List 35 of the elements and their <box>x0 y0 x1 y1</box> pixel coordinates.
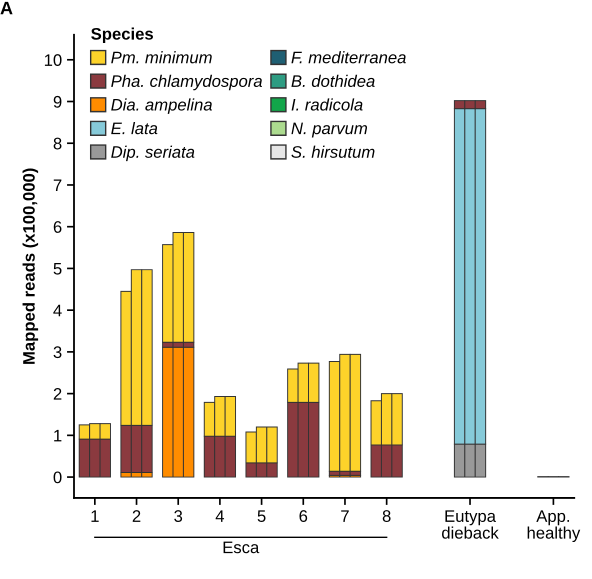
legend-title: Species <box>91 28 153 44</box>
legend-label: Pha. chlamydospora <box>111 74 262 90</box>
y-tick-label: 4 <box>53 304 62 316</box>
legend-label: B. dothidea <box>291 74 375 88</box>
y-tick-label: 1 <box>54 430 62 442</box>
y-tick-label: 5 <box>54 263 62 275</box>
legend-label: I. radicola <box>292 98 363 111</box>
y-axis-title: Mapped reads (x100,000) <box>22 168 38 364</box>
legend-label: E. lata <box>111 122 158 134</box>
y-tick-label: 7 <box>54 180 62 192</box>
x-tick-label: 8 <box>382 510 391 522</box>
y-tick-label: 8 <box>54 138 62 150</box>
x-tick-label: 4 <box>216 510 224 522</box>
x-tick-label: App. healthy <box>528 510 580 542</box>
x-tick-label: 3 <box>174 510 182 522</box>
y-tick-label: 0 <box>54 471 62 484</box>
y-tick-label: 6 <box>54 221 62 233</box>
legend-label: Dip. seriata <box>111 146 194 162</box>
x-tick-label: 6 <box>299 510 308 522</box>
legend-label: Pm. minimum <box>111 51 212 64</box>
x-tick-label: Eutypa dieback <box>442 510 499 539</box>
y-tick-label: 9 <box>54 96 62 108</box>
y-tick-label: 10 <box>44 54 62 66</box>
legend-label: F. mediterranea <box>291 51 406 64</box>
text: Esca <box>224 542 260 554</box>
x-tick-label: 5 <box>258 510 266 522</box>
legend-label: Dia. ampelina <box>111 98 212 114</box>
x-tick-label: 1 <box>91 510 99 522</box>
y-tick-label: 3 <box>54 346 62 358</box>
x-tick-label: 7 <box>341 510 349 522</box>
y-tick-label: 2 <box>54 388 62 400</box>
text: A <box>0 2 13 14</box>
legend-label: N. parvum <box>291 122 368 138</box>
legend-label: S. hirsutum <box>291 146 374 158</box>
x-tick-label: 2 <box>132 510 140 522</box>
